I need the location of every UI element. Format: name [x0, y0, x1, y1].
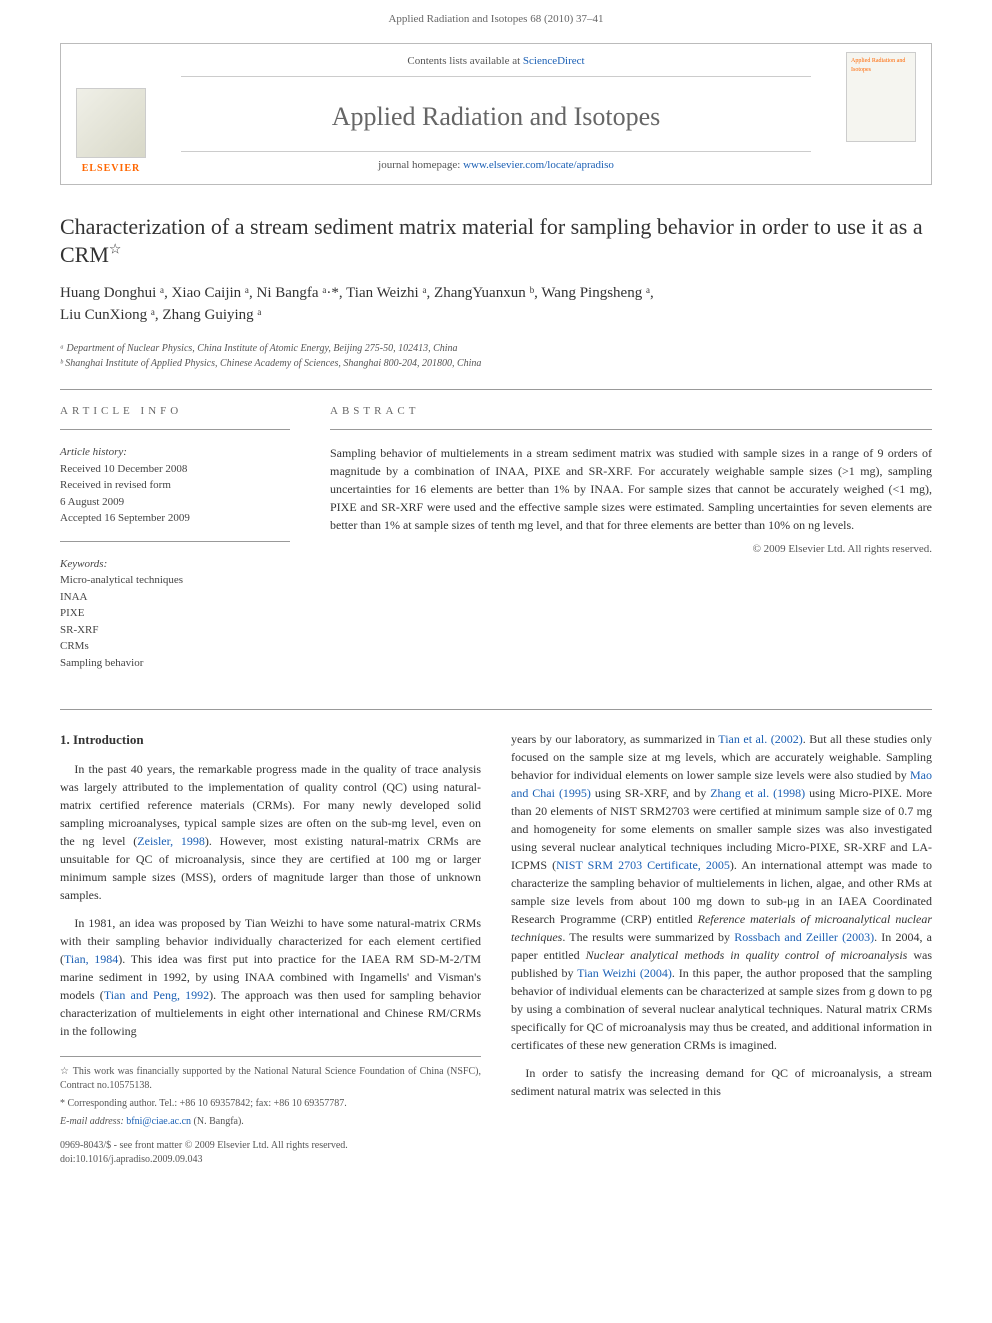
- abstract-copyright: © 2009 Elsevier Ltd. All rights reserved…: [330, 542, 932, 557]
- doi-line: doi:10.1016/j.apradiso.2009.09.043: [60, 1153, 481, 1167]
- title-footnote-star: ☆: [109, 243, 122, 258]
- body-columns: 1. Introduction In the past 40 years, th…: [60, 730, 932, 1167]
- keyword: CRMs: [60, 638, 290, 655]
- history-revised-date: 6 August 2009: [60, 494, 290, 511]
- journal-homepage-line: journal homepage: www.elsevier.com/locat…: [181, 151, 811, 173]
- intro-paragraph-2: In 1981, an idea was proposed by Tian We…: [60, 914, 481, 1040]
- c2-text-c: using SR-XRF, and by: [591, 786, 710, 800]
- publisher-logo-area: ELSEVIER: [61, 44, 161, 183]
- cite-nist-2703[interactable]: NIST SRM 2703 Certificate, 2005: [556, 858, 730, 872]
- journal-title: Applied Radiation and Isotopes: [181, 99, 811, 135]
- keywords-label: Keywords:: [60, 556, 290, 573]
- homepage-prefix: journal homepage:: [378, 159, 463, 171]
- divider-meta-2: [60, 541, 290, 542]
- sciencedirect-link[interactable]: ScienceDirect: [523, 55, 585, 67]
- cite-zhang-1998[interactable]: Zhang et al. (1998): [710, 786, 805, 800]
- column-right: years by our laboratory, as summarized i…: [511, 730, 932, 1167]
- affiliation-a: ᵃ Department of Nuclear Physics, China I…: [60, 341, 932, 356]
- footnotes: ☆ This work was financially supported by…: [60, 1056, 481, 1129]
- divider-below-abstract: [60, 709, 932, 710]
- meta-abstract-row: ARTICLE INFO Article history: Received 1…: [60, 404, 932, 685]
- authors-line-2: Liu CunXiong ᵃ, Zhang Guiying ᵃ: [60, 304, 932, 327]
- article-title-text: Characterization of a stream sediment ma…: [60, 214, 923, 268]
- keyword: Micro-analytical techniques: [60, 572, 290, 589]
- c2-text-a: years by our laboratory, as summarized i…: [511, 732, 718, 746]
- footnote-email: E-mail address: bfni@ciae.ac.cn (N. Bang…: [60, 1115, 481, 1129]
- keyword: SR-XRF: [60, 622, 290, 639]
- article-body: Characterization of a stream sediment ma…: [0, 213, 992, 1167]
- footnote-funding: ☆ This work was financially supported by…: [60, 1065, 481, 1093]
- email-label: E-mail address:: [60, 1116, 126, 1127]
- article-info-column: ARTICLE INFO Article history: Received 1…: [60, 404, 290, 685]
- history-revised: Received in revised form: [60, 477, 290, 494]
- divider-meta-1: [60, 429, 290, 430]
- cite-rossbach-2003[interactable]: Rossbach and Zeiller (2003): [734, 930, 874, 944]
- paper-title-2004: Nuclear analytical methods in quality co…: [586, 948, 908, 962]
- intro-paragraph-2-cont: years by our laboratory, as summarized i…: [511, 730, 932, 1054]
- journal-homepage-link[interactable]: www.elsevier.com/locate/apradiso: [463, 159, 614, 171]
- contents-prefix: Contents lists available at: [407, 55, 522, 67]
- journal-cover-thumb-area: Applied Radiation and Isotopes: [831, 44, 931, 183]
- authors-line-1: Huang Donghui ᵃ, Xiao Caijin ᵃ, Ni Bangf…: [60, 282, 932, 305]
- article-info-label: ARTICLE INFO: [60, 404, 290, 419]
- history-accepted: Accepted 16 September 2009: [60, 510, 290, 527]
- elsevier-label: ELSEVIER: [82, 162, 141, 176]
- history-received: Received 10 December 2008: [60, 461, 290, 478]
- bottom-meta: 0969-8043/$ - see front matter © 2009 El…: [60, 1139, 481, 1167]
- article-history: Article history: Received 10 December 20…: [60, 444, 290, 527]
- elsevier-tree-icon: [76, 88, 146, 158]
- abstract-label: ABSTRACT: [330, 404, 932, 419]
- cite-tian-1984[interactable]: Tian, 1984: [64, 952, 118, 966]
- column-left: 1. Introduction In the past 40 years, th…: [60, 730, 481, 1167]
- contents-available-line: Contents lists available at ScienceDirec…: [181, 54, 811, 76]
- keyword: PIXE: [60, 605, 290, 622]
- c2-text-f: . The results were summarized by: [562, 930, 734, 944]
- issn-line: 0969-8043/$ - see front matter © 2009 El…: [60, 1139, 481, 1153]
- abstract-column: ABSTRACT Sampling behavior of multieleme…: [330, 404, 932, 685]
- divider-top: [60, 389, 932, 390]
- divider-abs: [330, 429, 932, 430]
- email-suffix: (N. Bangfa).: [191, 1116, 244, 1127]
- affiliations: ᵃ Department of Nuclear Physics, China I…: [60, 341, 932, 371]
- cite-tian-2004[interactable]: Tian Weizhi (2004): [577, 966, 672, 980]
- keyword: INAA: [60, 589, 290, 606]
- authors-block: Huang Donghui ᵃ, Xiao Caijin ᵃ, Ni Bangf…: [60, 282, 932, 327]
- article-title: Characterization of a stream sediment ma…: [60, 213, 932, 270]
- intro-paragraph-3: In order to satisfy the increasing deman…: [511, 1064, 932, 1100]
- cite-tian-peng-1992[interactable]: Tian and Peng, 1992: [104, 988, 209, 1002]
- history-label: Article history:: [60, 444, 290, 461]
- journal-header-box: ELSEVIER Contents lists available at Sci…: [60, 43, 932, 184]
- abstract-text: Sampling behavior of multielements in a …: [330, 444, 932, 534]
- cite-tian-2002[interactable]: Tian et al. (2002): [718, 732, 802, 746]
- running-header: Applied Radiation and Isotopes 68 (2010)…: [0, 0, 992, 35]
- affiliation-b: ᵇ Shanghai Institute of Applied Physics,…: [60, 356, 932, 371]
- keyword: Sampling behavior: [60, 655, 290, 672]
- intro-paragraph-1: In the past 40 years, the remarkable pro…: [60, 760, 481, 904]
- cite-zeisler-1998[interactable]: Zeisler, 1998: [137, 834, 205, 848]
- email-link[interactable]: bfni@ciae.ac.cn: [126, 1116, 191, 1127]
- section-1-heading: 1. Introduction: [60, 730, 481, 750]
- footnote-corresponding: * Corresponding author. Tel.: +86 10 693…: [60, 1097, 481, 1111]
- keywords-list: Micro-analytical techniques INAA PIXE SR…: [60, 572, 290, 671]
- journal-cover-thumb: Applied Radiation and Isotopes: [846, 52, 916, 142]
- journal-center: Contents lists available at ScienceDirec…: [161, 44, 831, 183]
- keywords-block: Keywords: Micro-analytical techniques IN…: [60, 556, 290, 672]
